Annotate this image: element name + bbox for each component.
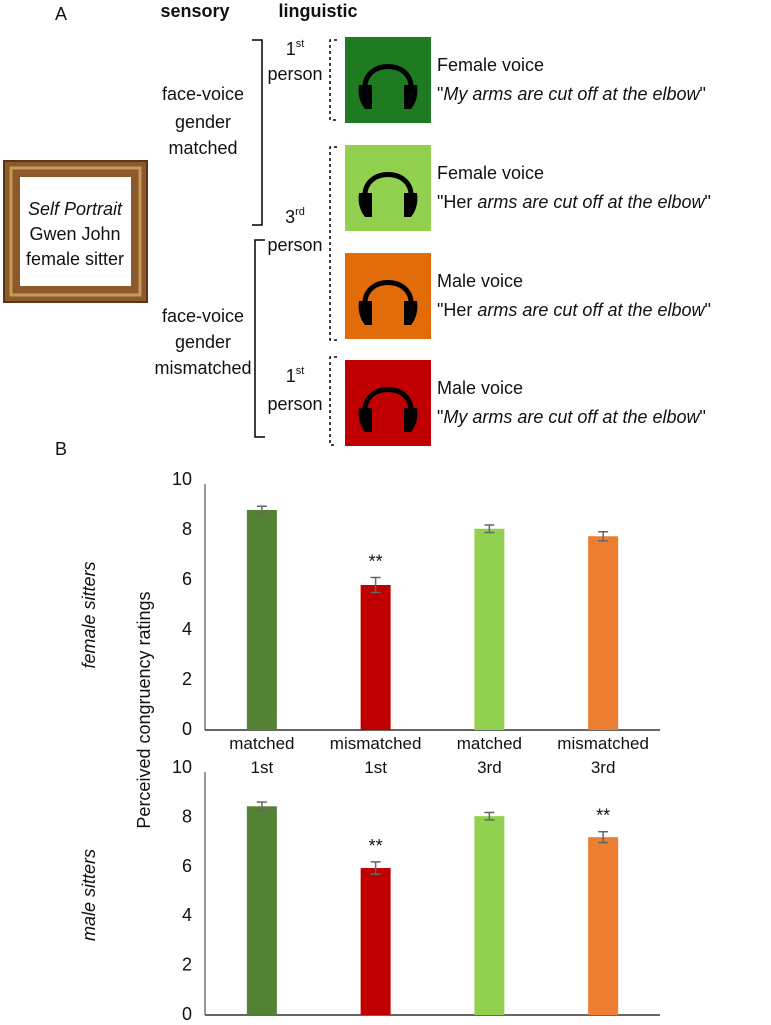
y-tick-label: 10	[172, 757, 192, 777]
y-tick-label: 0	[182, 1004, 192, 1024]
ordinal-suffix: st	[296, 38, 305, 50]
header: linguistic	[278, 1, 357, 21]
stimulus-square	[345, 253, 431, 339]
quote-part: "	[437, 407, 443, 427]
y-axis-label: Perceived congruency ratings	[134, 591, 154, 828]
significance: **	[596, 806, 610, 826]
ordinal-suffix: st	[296, 365, 305, 377]
voice-label: Male voice	[437, 271, 523, 291]
group-label: matched	[168, 138, 237, 158]
dotted-bracket	[329, 39, 337, 121]
bar	[246, 806, 277, 1015]
person-word: person	[267, 64, 322, 84]
quote: "My arms are cut off at the elbow"	[437, 407, 706, 427]
y-tick-label: 6	[182, 856, 192, 876]
y-tick-label: 8	[182, 806, 192, 826]
y-tick-label: 4	[182, 619, 192, 639]
voice-label: Female voice	[437, 55, 544, 75]
quote-part: "	[437, 84, 443, 104]
bar	[474, 528, 505, 730]
group-label: face-voice	[162, 84, 244, 104]
bracket	[254, 239, 265, 438]
quote-part: "	[700, 407, 706, 427]
quote-part: My arms are cut off at the elbow	[443, 407, 700, 427]
quote-part: "	[705, 192, 711, 212]
x-tick-label: matched 1st	[229, 734, 295, 777]
significance: **	[369, 836, 383, 856]
portrait-sitter: female sitter	[26, 249, 124, 269]
person-word: person	[267, 235, 322, 255]
dotted-bracket	[329, 356, 337, 446]
quote-part: My arms are cut off at the elbow	[443, 84, 700, 104]
quote-part: arms are cut off at the elbow	[477, 300, 705, 320]
person-word: person	[267, 394, 322, 414]
person-ordinal: 1st	[286, 38, 305, 59]
dotted-bracket	[329, 146, 337, 341]
x-tick-label: mismatched 1st	[329, 734, 422, 777]
significance: **	[369, 552, 383, 572]
row-title: female sitters	[79, 561, 99, 668]
y-tick-label: 10	[172, 469, 192, 489]
ordinal-number: 3	[285, 207, 295, 227]
x-tick-label: mismatched 3rd	[557, 734, 649, 777]
header: sensory	[160, 1, 229, 21]
group-label: gender	[175, 332, 231, 352]
bar	[360, 585, 391, 730]
person-ordinal: 1st	[286, 365, 305, 386]
quote-part: arms are cut off at the elbow	[477, 192, 705, 212]
panel-label: A	[55, 4, 67, 24]
y-tick-label: 6	[182, 569, 192, 589]
stimulus-square	[345, 145, 431, 231]
frame-inner	[9, 166, 142, 297]
quote: "Her arms are cut off at the elbow"	[437, 192, 711, 212]
ordinal-number: 1	[286, 39, 296, 59]
group-label: gender	[175, 112, 231, 132]
bar	[246, 510, 277, 730]
quote: "Her arms are cut off at the elbow"	[437, 300, 711, 320]
y-tick-label: 4	[182, 905, 192, 925]
quote-part: "Her	[437, 300, 477, 320]
quote-part: "	[705, 300, 711, 320]
y-tick-label: 2	[182, 955, 192, 975]
person-ordinal: 3rd	[285, 206, 305, 227]
ordinal-number: 1	[286, 366, 296, 386]
quote-part: "	[700, 84, 706, 104]
y-tick-label: 0	[182, 719, 192, 739]
x-tick-label: matched 3rd	[456, 734, 522, 777]
group-label: face-voice	[162, 306, 244, 326]
bar	[474, 816, 505, 1015]
voice-label: Male voice	[437, 378, 523, 398]
portrait-title: Self Portrait	[28, 199, 123, 219]
bracket	[252, 39, 263, 226]
quote: "My arms are cut off at the elbow"	[437, 84, 706, 104]
quote-part: "Her	[437, 192, 477, 212]
voice-label: Female voice	[437, 163, 544, 183]
row-title: male sitters	[79, 849, 99, 941]
portrait-artist: Gwen John	[29, 224, 120, 244]
y-tick-label: 2	[182, 669, 192, 689]
stimulus-square	[345, 37, 431, 123]
bar	[360, 868, 391, 1015]
bar	[588, 536, 619, 730]
bar	[588, 837, 619, 1015]
ordinal-suffix: rd	[295, 206, 305, 218]
stimulus-square	[345, 360, 431, 446]
panel-label: B	[55, 439, 67, 459]
canvas-area	[20, 177, 131, 286]
group-label: mismatched	[154, 358, 251, 378]
y-tick-label: 8	[182, 519, 192, 539]
